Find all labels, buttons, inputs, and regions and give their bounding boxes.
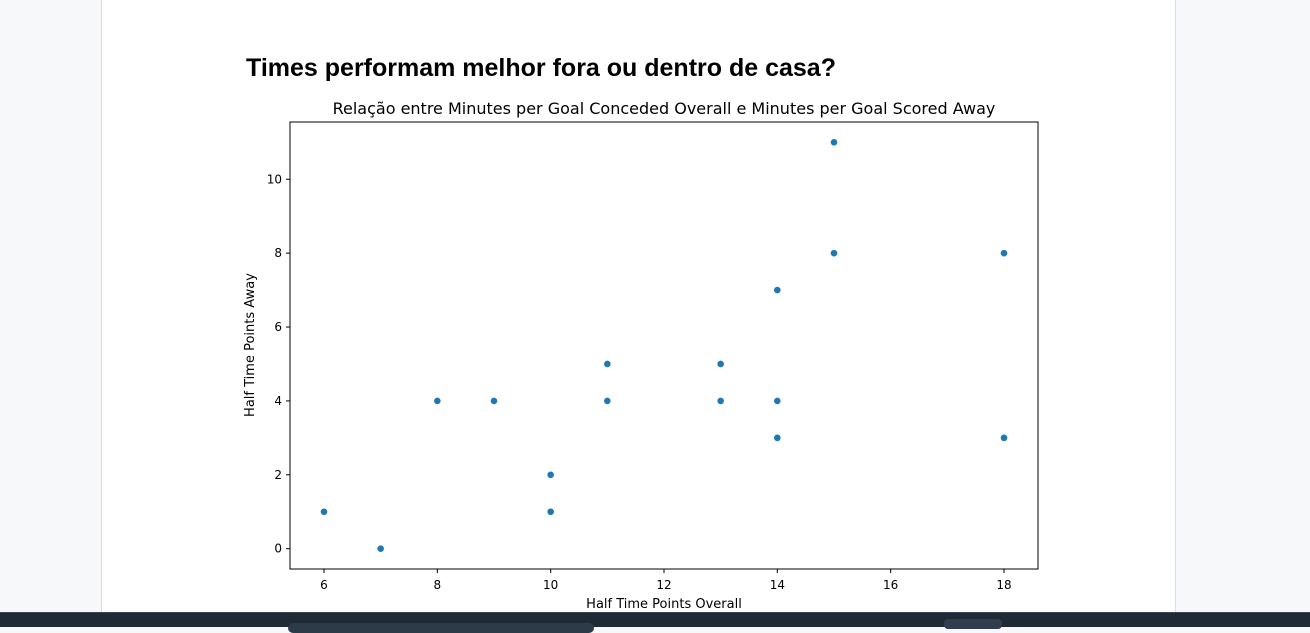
chart-title: Relação entre Minutes per Goal Conceded …	[333, 99, 996, 118]
plot-area-frame	[290, 122, 1038, 569]
x-axis-label: Half Time Points Overall	[586, 597, 742, 612]
scatter-point	[830, 250, 837, 257]
scatter-point	[717, 360, 724, 367]
x-tick-label: 16	[883, 578, 898, 592]
scatter-point	[717, 397, 724, 404]
scatter-chart: Relação entre Minutes per Goal Conceded …	[0, 0, 1310, 612]
scatter-point	[547, 471, 554, 478]
y-tick-label: 6	[274, 320, 282, 334]
x-tick-label: 6	[320, 578, 328, 592]
scatter-point	[774, 434, 781, 441]
x-tick-label: 18	[996, 578, 1011, 592]
taskbar-app-icon[interactable]	[944, 619, 1002, 629]
scatter-point	[1000, 250, 1007, 257]
scatter-point	[547, 508, 554, 515]
taskbar-search-box[interactable]	[288, 623, 594, 633]
scatter-point	[604, 397, 611, 404]
x-tick-label: 10	[543, 578, 558, 592]
scatter-point	[774, 286, 781, 293]
scatter-point	[320, 508, 327, 515]
y-axis-ticks: 0 2 4 6 8 10	[267, 172, 290, 555]
x-tick-label: 12	[656, 578, 671, 592]
x-axis-ticks: 6 8 10 12 14 16 18	[320, 569, 1011, 592]
os-taskbar	[0, 612, 1310, 627]
scatter-point	[830, 139, 837, 146]
y-tick-label: 8	[274, 246, 282, 260]
x-tick-label: 14	[770, 578, 785, 592]
scatter-point	[1000, 434, 1007, 441]
y-axis-label: Half Time Points Away	[243, 273, 258, 417]
scatter-point	[774, 397, 781, 404]
y-tick-label: 4	[274, 394, 282, 408]
x-tick-label: 8	[434, 578, 442, 592]
y-tick-label: 0	[274, 542, 282, 556]
y-tick-label: 2	[274, 468, 282, 482]
scatter-point	[434, 397, 441, 404]
scatter-point	[377, 545, 384, 552]
scatter-point	[604, 360, 611, 367]
scatter-point	[490, 397, 497, 404]
y-tick-label: 10	[267, 172, 282, 186]
